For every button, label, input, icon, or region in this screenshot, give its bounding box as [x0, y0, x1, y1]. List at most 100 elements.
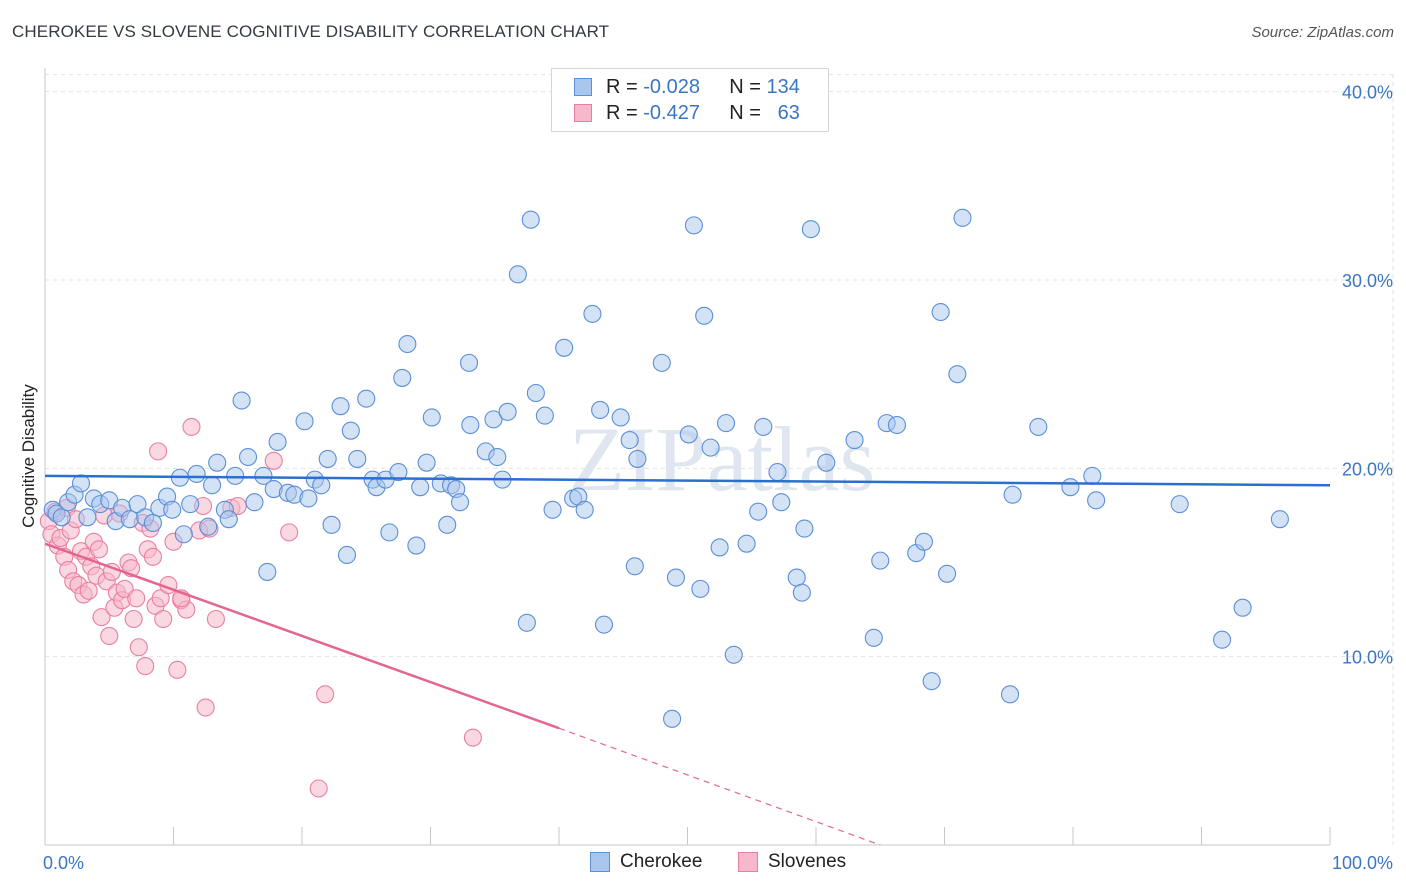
legend-row-cherokee: R = -0.028 N = 134 [574, 74, 800, 100]
cherokee-point [795, 519, 814, 538]
cherokee-swatch [574, 78, 592, 96]
cherokee-legend-label: Cherokee [620, 851, 703, 872]
legend-n-label: N = [729, 75, 761, 98]
cherokee-point [199, 517, 218, 536]
cherokee-point [625, 557, 644, 576]
cherokee-point [555, 338, 574, 357]
cherokee-point [887, 415, 907, 435]
x-tick-label: 100.0% [1332, 853, 1393, 873]
cherokee-point [611, 408, 630, 427]
cherokee-point [1000, 685, 1020, 704]
cherokee-point [691, 579, 710, 598]
cherokee-point [268, 432, 287, 452]
slovene-point [149, 442, 168, 461]
cherokee-point [380, 523, 399, 542]
cherokee-point [422, 408, 441, 427]
cherokee-point [845, 431, 864, 450]
cherokee-point [411, 478, 430, 497]
cherokee-point [679, 425, 698, 444]
axis-layer: 10.0% 20.0% 30.0% 40.0% 0.0% 100.0% [43, 68, 1393, 873]
cherokee-point [652, 353, 671, 372]
slovene-legend-swatch [738, 852, 758, 872]
cherokee-point [914, 532, 933, 551]
cherokee-point [922, 672, 941, 691]
cherokee-point [71, 474, 91, 493]
cherokee-point [163, 500, 182, 519]
slovene-point [92, 608, 111, 627]
slovene-point [136, 657, 155, 676]
cherokee-point [417, 453, 436, 472]
cherokee-point [517, 613, 536, 632]
slovene-point [154, 609, 173, 629]
cherokee-point [498, 402, 517, 421]
cherokee-point [1233, 598, 1252, 617]
cherokee-point [318, 449, 337, 468]
cherokee-point [526, 383, 545, 403]
slovene-point [89, 540, 109, 559]
slovene-point [143, 547, 162, 566]
cherokee-point [628, 449, 647, 468]
y-tick-label: 30.0% [1342, 271, 1393, 291]
bottom-legend-slovenes: Slovenes [738, 851, 846, 873]
cherokee-point [52, 508, 71, 527]
cherokee-point [792, 583, 811, 602]
slovene-point [79, 581, 98, 600]
cherokee-point [768, 463, 787, 482]
cherokee-point [817, 453, 836, 472]
y-tick-label: 20.0% [1342, 459, 1393, 479]
cherokee-point [78, 508, 97, 527]
cherokee-point [451, 493, 470, 512]
cherokee-point [508, 265, 527, 284]
cherokee-point [594, 615, 614, 634]
cherokee-point [299, 489, 318, 508]
cherokee-point [716, 414, 736, 433]
slovene-point [206, 609, 225, 629]
cherokee-point [575, 500, 594, 519]
cherokee-point [438, 515, 457, 534]
cherokee-point [864, 628, 883, 647]
cherokee-point [226, 466, 245, 485]
slovene-point [264, 451, 283, 470]
cherokee-point [341, 421, 360, 440]
cherokee-legend-swatch [590, 852, 610, 872]
cherokee-point [1083, 466, 1102, 485]
cherokee-point [181, 495, 200, 514]
cherokee-point [484, 410, 503, 429]
y-tick-label: 10.0% [1342, 648, 1393, 668]
legend-n-label: N = [729, 101, 761, 124]
cherokee-point [1087, 491, 1106, 510]
cherokee-point [663, 709, 682, 728]
cherokee-point [1170, 495, 1189, 514]
cherokee-point [407, 536, 426, 555]
cherokee-point [322, 515, 341, 534]
cherokee-point [620, 431, 639, 450]
cherokee-point [295, 412, 314, 431]
cherokee-point [258, 562, 277, 581]
cherokee-point [348, 449, 367, 468]
cherokee-point [1003, 485, 1022, 504]
trend-layer [44, 474, 1331, 846]
cherokee-point [389, 463, 408, 482]
legend-row-slovenes: R = -0.427 N = 63 [574, 100, 800, 126]
cherokee-point [254, 466, 273, 485]
cherokee-point [187, 464, 206, 484]
y-axis-label: Cognitive Disability [19, 384, 38, 528]
slovene-swatch [574, 104, 592, 122]
cherokee-points [43, 208, 1289, 728]
slovene-point [127, 589, 146, 608]
cherokee-point [219, 510, 238, 529]
legend-n-value: 134 [766, 75, 800, 98]
cherokee-point [337, 545, 357, 565]
cherokee-point [754, 417, 773, 436]
legend-r-label: R = [606, 75, 638, 98]
slovene-trend-line [44, 542, 560, 730]
cherokee-point [1061, 478, 1080, 497]
cherokee-point [772, 493, 791, 512]
slovene-trend-extension [558, 727, 881, 846]
legend-r-value: -0.427 [643, 101, 700, 124]
source-label: Source: ZipAtlas.com [1251, 24, 1394, 41]
cherokee-point [232, 391, 251, 410]
cherokee-point [724, 645, 743, 664]
cherokee-point [938, 564, 957, 583]
